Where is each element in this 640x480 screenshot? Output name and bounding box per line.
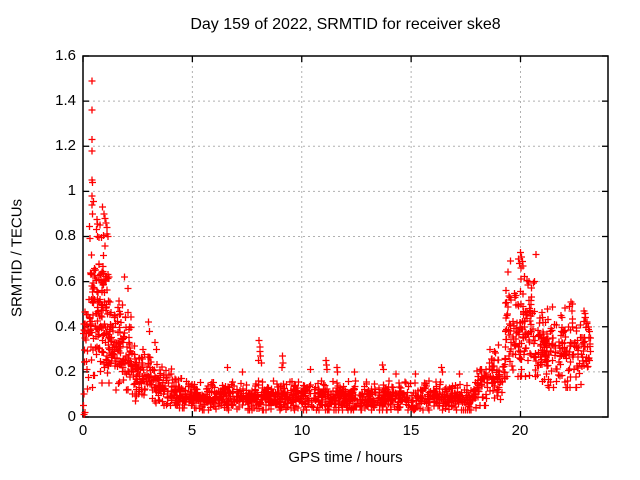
x-tick-label: 15 (402, 422, 420, 439)
x-tick-label: 10 (293, 422, 311, 439)
y-tick-label: 1.4 (55, 92, 76, 109)
y-tick-label: 0.2 (55, 363, 76, 380)
y-tick-label: 1 (67, 182, 76, 199)
y-tick-label: 1.2 (55, 137, 76, 154)
x-axis-label: GPS time / hours (288, 449, 403, 466)
grid-lines (83, 56, 608, 417)
scatter-points (80, 77, 594, 418)
y-tick-label: 0.8 (55, 227, 76, 244)
axis-border (82, 55, 609, 418)
y-tick-label: 0.6 (55, 273, 76, 290)
y-tick-label: 1.6 (55, 47, 76, 64)
chart-title: Day 159 of 2022, SRMTID for receiver ske… (190, 16, 501, 33)
y-tick-label: 0 (67, 408, 76, 425)
x-tick-label: 20 (511, 422, 529, 439)
x-tick-label: 0 (78, 422, 88, 439)
y-axis-label: SRMTID / TECUs (8, 198, 26, 318)
x-tick-label: 5 (187, 422, 197, 439)
y-tick-label: 0.4 (55, 318, 76, 335)
